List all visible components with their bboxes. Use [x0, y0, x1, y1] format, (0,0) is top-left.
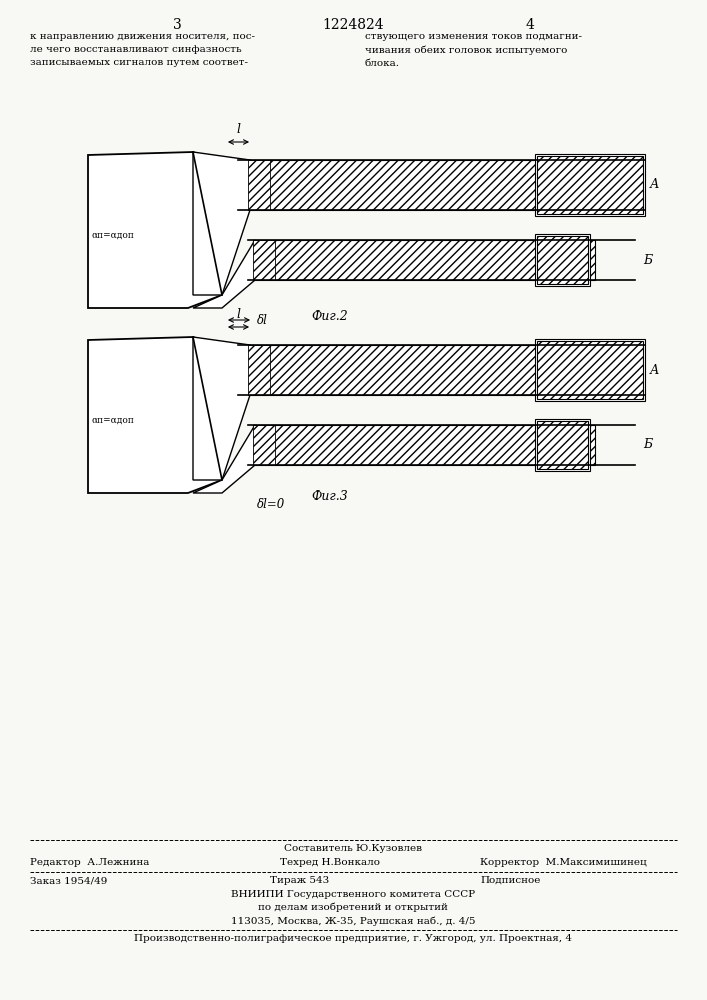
Polygon shape	[537, 341, 643, 399]
Polygon shape	[253, 240, 275, 280]
Text: А: А	[650, 363, 660, 376]
Text: αп=αдоп: αп=αдоп	[92, 231, 135, 239]
Polygon shape	[88, 337, 228, 493]
Text: δl: δl	[257, 314, 268, 326]
Polygon shape	[535, 419, 590, 471]
Polygon shape	[248, 345, 270, 395]
Polygon shape	[193, 337, 250, 480]
Polygon shape	[248, 345, 625, 395]
Polygon shape	[88, 152, 228, 308]
Text: 4: 4	[525, 18, 534, 32]
Text: l: l	[237, 123, 240, 136]
Text: 3: 3	[173, 18, 182, 32]
Text: Б: Б	[643, 253, 652, 266]
Polygon shape	[193, 425, 255, 493]
Text: δl=0: δl=0	[257, 498, 285, 512]
Text: αп=αдоп: αп=αдоп	[92, 416, 135, 424]
Polygon shape	[193, 152, 250, 295]
Polygon shape	[535, 234, 590, 286]
Text: Фиг.2: Фиг.2	[312, 310, 349, 323]
Polygon shape	[253, 425, 275, 465]
Polygon shape	[537, 156, 643, 214]
Text: Б: Б	[643, 438, 652, 452]
Text: Производственно-полиграфическое предприятие, г. Ужгород, ул. Проектная, 4: Производственно-полиграфическое предприя…	[134, 934, 572, 943]
Polygon shape	[253, 240, 595, 280]
Text: Корректор  М.Максимишинец: Корректор М.Максимишинец	[480, 858, 647, 867]
Text: Редактор  А.Лежнина: Редактор А.Лежнина	[30, 858, 149, 867]
Text: ствующего изменения токов подмагни-
чивания обеих головок испытуемого
блока.: ствующего изменения токов подмагни- чива…	[365, 32, 582, 68]
Text: Подписное: Подписное	[480, 876, 540, 885]
Polygon shape	[248, 160, 270, 210]
Text: 1224824: 1224824	[322, 18, 384, 32]
Polygon shape	[193, 240, 255, 308]
Polygon shape	[535, 339, 645, 401]
Polygon shape	[537, 421, 588, 469]
Polygon shape	[537, 236, 588, 284]
Text: Тираж 543: Тираж 543	[270, 876, 329, 885]
Text: Заказ 1954/49: Заказ 1954/49	[30, 876, 107, 885]
Text: к направлению движения носителя, пос-
ле чего восстанавливают синфазность
записы: к направлению движения носителя, пос- ле…	[30, 32, 255, 67]
Polygon shape	[535, 154, 645, 216]
Text: 113035, Москва, Ж-35, Раушская наб., д. 4/5: 113035, Москва, Ж-35, Раушская наб., д. …	[230, 916, 475, 926]
Text: Составитель Ю.Кузовлев: Составитель Ю.Кузовлев	[284, 844, 422, 853]
Polygon shape	[248, 160, 625, 210]
Text: А: А	[650, 178, 660, 192]
Text: l: l	[237, 308, 240, 321]
Text: Фиг.3: Фиг.3	[312, 490, 349, 503]
Polygon shape	[253, 425, 595, 465]
Text: по делам изобретений и открытий: по делам изобретений и открытий	[258, 903, 448, 912]
Text: Техред Н.Вонкало: Техред Н.Вонкало	[280, 858, 380, 867]
Text: ВНИИПИ Государственного комитета СССР: ВНИИПИ Государственного комитета СССР	[231, 890, 475, 899]
